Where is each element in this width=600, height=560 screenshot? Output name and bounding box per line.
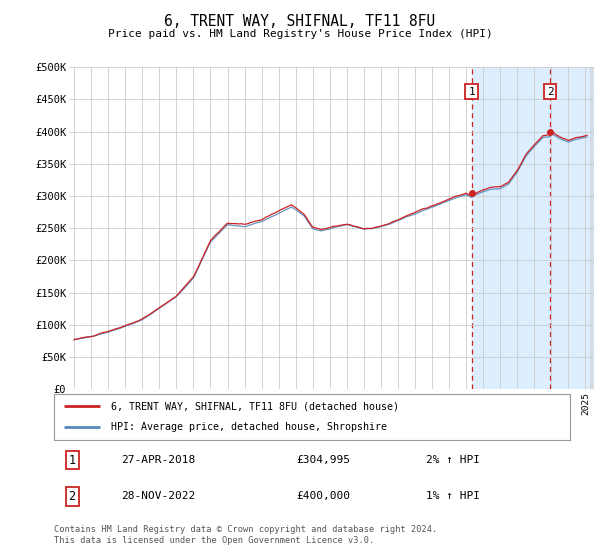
Text: Contains HM Land Registry data © Crown copyright and database right 2024.
This d: Contains HM Land Registry data © Crown c… [54,525,437,545]
Text: 1: 1 [68,454,76,466]
Text: 27-APR-2018: 27-APR-2018 [121,455,196,465]
Text: 2% ↑ HPI: 2% ↑ HPI [425,455,479,465]
Bar [590,67,600,389]
Text: HPI: Average price, detached house, Shropshire: HPI: Average price, detached house, Shro… [111,422,387,432]
Text: £304,995: £304,995 [296,455,350,465]
Text: 28-NOV-2022: 28-NOV-2022 [121,491,196,501]
Text: 1: 1 [468,87,475,97]
Text: 1% ↑ HPI: 1% ↑ HPI [425,491,479,501]
Text: £400,000: £400,000 [296,491,350,501]
Bar [472,67,600,389]
Text: Price paid vs. HM Land Registry's House Price Index (HPI): Price paid vs. HM Land Registry's House … [107,29,493,39]
Text: 2: 2 [68,490,76,503]
Text: 6, TRENT WAY, SHIFNAL, TF11 8FU: 6, TRENT WAY, SHIFNAL, TF11 8FU [164,14,436,29]
Text: 6, TRENT WAY, SHIFNAL, TF11 8FU (detached house): 6, TRENT WAY, SHIFNAL, TF11 8FU (detache… [111,401,399,411]
Text: 2: 2 [547,87,553,97]
